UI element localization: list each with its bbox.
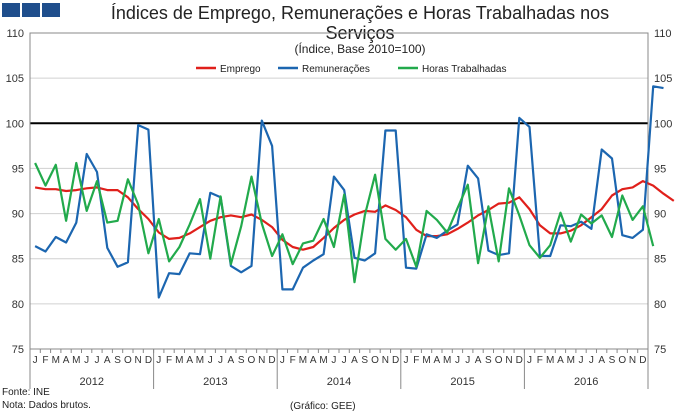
footnote-source: Fonte: INE [2, 387, 50, 398]
y-tick-label-right: 90 [654, 209, 666, 221]
x-month-label: O [248, 355, 256, 366]
x-month-label: J [527, 355, 532, 366]
x-year-label: 2015 [450, 376, 474, 388]
logo-block-3 [42, 3, 60, 17]
x-month-label: D [639, 355, 646, 366]
x-month-label: A [351, 355, 358, 366]
x-month-label: O [371, 355, 379, 366]
y-tick-label-left: 105 [6, 73, 24, 85]
x-month-label: J [280, 355, 285, 366]
x-month-label: S [238, 355, 245, 366]
x-year-label: 2016 [574, 376, 598, 388]
x-month-label: A [310, 355, 317, 366]
x-month-label: S [114, 355, 121, 366]
x-month-label: J [208, 355, 213, 366]
y-tick-label-left: 90 [12, 209, 24, 221]
y-tick-label-left: 80 [12, 299, 24, 311]
x-month-label: D [268, 355, 275, 366]
x-month-label: J [589, 355, 594, 366]
x-month-label: F [42, 355, 48, 366]
x-month-label: M [422, 355, 430, 366]
y-tick-label-left: 75 [12, 344, 24, 356]
footnote-note: Nota: Dados brutos. [2, 400, 91, 411]
x-month-label: O [618, 355, 626, 366]
logo-block-1 [2, 3, 20, 17]
x-month-label: N [505, 355, 512, 366]
x-month-label: F [537, 355, 543, 366]
x-month-label: S [485, 355, 492, 366]
x-month-label: F [166, 355, 172, 366]
x-month-label: M [72, 355, 80, 366]
x-month-label: D [516, 355, 523, 366]
x-year-label: 2012 [80, 376, 104, 388]
y-tick-label-right: 75 [654, 344, 666, 356]
legend-label-1: Emprego [220, 64, 261, 75]
x-month-label: M [567, 355, 575, 366]
x-month-label: J [403, 355, 408, 366]
x-month-label: J [94, 355, 99, 366]
y-tick-label-left: 85 [12, 254, 24, 266]
x-month-label: J [455, 355, 460, 366]
legend-label-2: Remunerações [302, 64, 370, 75]
x-month-label: M [546, 355, 554, 366]
x-month-label: A [434, 355, 441, 366]
x-month-label: J [84, 355, 89, 366]
x-month-label: J [156, 355, 161, 366]
x-month-label: A [186, 355, 193, 366]
x-month-label: J [218, 355, 223, 366]
y-tick-label-left: 95 [12, 163, 24, 175]
logo-block-2 [22, 3, 40, 17]
x-month-label: S [361, 355, 368, 366]
x-year-label: 2014 [327, 376, 351, 388]
y-tick-label-right: 80 [654, 299, 666, 311]
x-month-label: A [63, 355, 70, 366]
x-month-label: D [145, 355, 152, 366]
x-month-label: A [104, 355, 111, 366]
footnote-credit: (Gráfico: GEE) [290, 401, 356, 412]
x-month-label: D [392, 355, 399, 366]
x-month-label: N [258, 355, 265, 366]
y-tick-label-right: 110 [654, 28, 672, 40]
y-tick-label-left: 110 [6, 28, 24, 40]
x-month-label: J [342, 355, 347, 366]
x-month-label: S [609, 355, 616, 366]
x-month-label: F [290, 355, 296, 366]
y-tick-label-right: 95 [654, 163, 666, 175]
x-month-label: M [175, 355, 183, 366]
x-month-label: A [475, 355, 482, 366]
y-tick-label-right: 100 [654, 118, 672, 130]
plot-frame [29, 32, 649, 350]
x-month-label: M [319, 355, 327, 366]
x-year-label: 2013 [203, 376, 227, 388]
chart-title-line1: Índices de Emprego, Remunerações e Horas… [110, 3, 610, 23]
x-month-label: F [413, 355, 419, 366]
y-tick-label-right: 105 [654, 73, 672, 85]
x-month-label: O [495, 355, 503, 366]
x-month-label: J [33, 355, 38, 366]
y-tick-label-left: 100 [6, 118, 24, 130]
x-month-label: N [135, 355, 142, 366]
series-line-3 [34, 161, 655, 284]
x-month-label: M [196, 355, 204, 366]
x-month-label: A [557, 355, 564, 366]
x-month-label: J [579, 355, 584, 366]
x-month-label: N [382, 355, 389, 366]
x-month-label: M [299, 355, 307, 366]
x-month-label: A [228, 355, 235, 366]
legend-label-3: Horas Trabalhadas [422, 64, 507, 75]
series-line-2 [34, 85, 664, 299]
x-month-label: N [629, 355, 636, 366]
x-month-label: J [465, 355, 470, 366]
chart-subtitle: (Índice, Base 2010=100) [294, 42, 426, 56]
x-month-label: M [52, 355, 60, 366]
x-month-label: O [124, 355, 132, 366]
y-tick-label-right: 85 [654, 254, 666, 266]
x-month-label: M [443, 355, 451, 366]
x-month-label: A [598, 355, 605, 366]
x-month-label: J [331, 355, 336, 366]
